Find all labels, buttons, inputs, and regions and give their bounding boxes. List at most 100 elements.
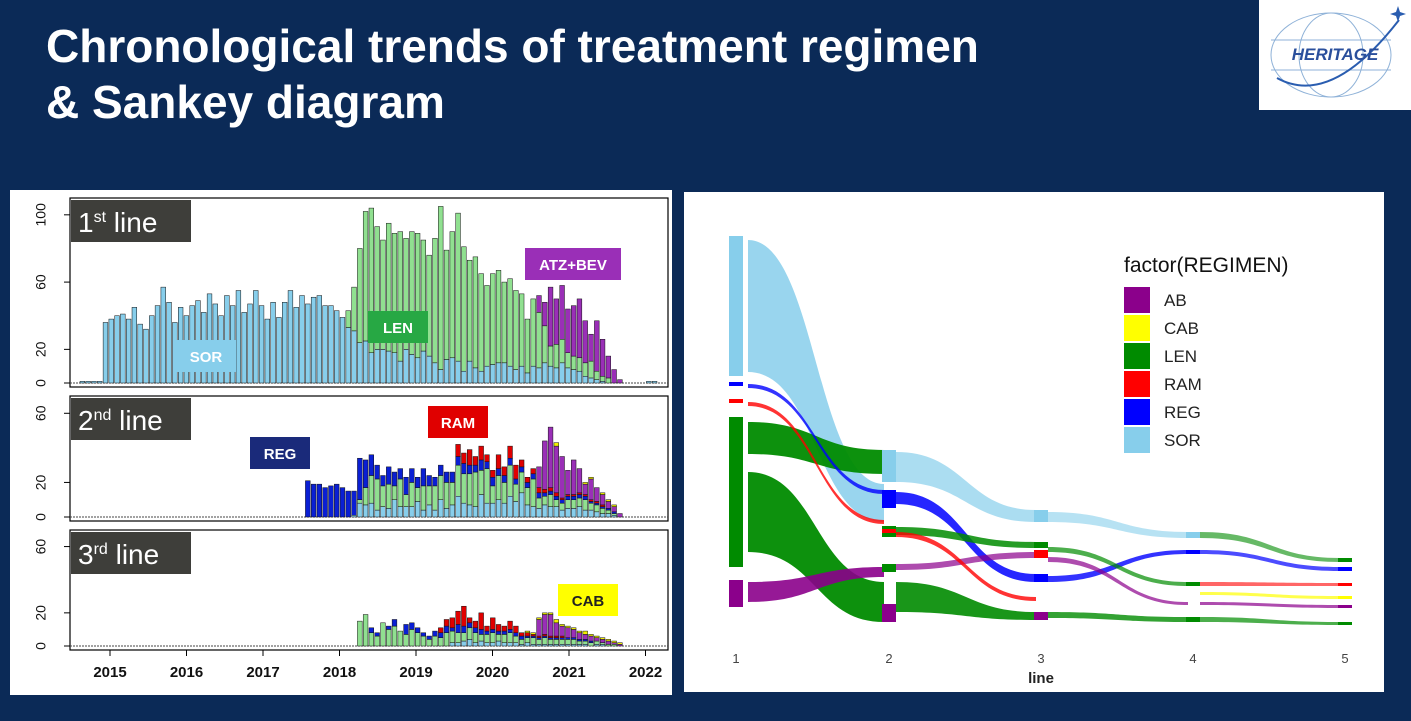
sankey-node-sor [729,236,743,376]
bar-reg [345,490,351,518]
bar-atz-bev [547,426,554,488]
bar-sor [276,317,282,384]
bar-len [357,248,363,343]
bar-reg [403,476,409,495]
bar-len [386,483,392,509]
bar-len [507,464,513,497]
bar-reg [507,629,513,633]
bar-sor [241,312,247,384]
bar-len [386,222,392,352]
sankey-node-reg [729,382,743,386]
bar-sor [287,290,294,384]
bar-len [467,473,473,506]
bar-ram [599,504,606,507]
y-tick-label: 60 [33,539,49,555]
bar-reg [426,475,432,487]
bar-reg [484,461,490,469]
bar-len [571,355,577,370]
sankey-node-ab [1338,605,1352,608]
bar-len [536,312,542,369]
bar-cab [605,499,611,502]
svg-text:SOR: SOR [190,349,223,366]
bar-ram [478,612,484,630]
bar-cab [599,492,606,495]
bar-sor [467,639,473,647]
bar-len [536,497,542,509]
bar-ram [530,468,536,475]
bar-reg [611,511,617,514]
sankey-node-len [1338,558,1352,562]
legend-title: factor(REGIMEN) [1124,254,1289,277]
bar-sor [611,515,617,518]
bar-len [576,640,583,645]
bar-reg [449,627,455,632]
bar-reg [553,496,559,500]
bar-len [513,290,519,370]
bar-sor [120,313,126,384]
bar-reg [547,490,554,495]
bar-len [495,270,502,364]
slide-title-line2: & Sankey diagram [46,76,445,128]
label-cab: CAB [558,584,618,616]
chronological-trends-chart: 0 20 60 100 1st line SOR LEN ATZ+BEV 0 20 60 2nd li… [10,190,672,695]
sankey-svg: 1 2 3 4 5 line factor(REGIMEN) AB CAB LEN RAM REG S… [684,192,1384,692]
bar-atz-bev [611,506,617,513]
bar-ram [490,470,496,478]
sankey-node-sor [1034,510,1048,522]
bar-ram [449,617,455,629]
bar-len [380,239,386,350]
bar-len [484,285,490,367]
bar-ram [455,444,461,457]
bar-reg [472,464,479,473]
panel-title-box: 2nd line [71,398,191,440]
bar-atz-bev [582,320,588,364]
bar-sor [149,315,155,384]
bar-sor [253,290,259,384]
bar-len [409,629,415,647]
sankey-node-ram [729,399,743,403]
sankey-axis: 1 2 3 4 5 line [732,651,1348,687]
bar-len [490,632,496,643]
flow-2-3-len [896,582,1036,620]
bar-reg [605,508,611,511]
flow-4-5-len [1200,532,1340,562]
x-tick-label: 2016 [170,664,203,681]
sankey-x-label: line [1028,670,1054,687]
bar-sor [310,296,317,384]
bar-len [467,259,473,362]
bar-len [594,640,600,645]
bar-sor [519,365,525,384]
bar-sor [524,504,531,518]
flow-4-5-len-b [1200,617,1340,625]
flow-reg [748,384,884,494]
flow-ab-ab [748,567,884,602]
bar-atz-bev [582,483,588,495]
bar-reg [495,630,502,635]
sankey-node-len [729,417,743,567]
panel-1: 0 20 60 100 1st line SOR LEN ATZ+BEV [33,197,669,388]
bar-sor [409,506,415,518]
bar-cab [576,630,583,633]
bar-sor [490,502,496,518]
bar-len [484,468,490,504]
bar-sor [501,502,507,518]
sankey-node-ab [729,580,743,607]
flow-4-5-ab [1200,602,1340,608]
bar-reg [420,632,427,637]
bar-sor [495,640,502,647]
bar-sor [368,352,374,384]
bar-sor [414,357,421,384]
bar-atz-bev [599,494,606,506]
x-tick-label: 2021 [552,664,585,681]
bar-sor [547,365,554,384]
bar-sor [438,499,444,518]
legend-item-len: LEN [1124,343,1197,369]
flow-3-4-len-b [1048,547,1188,586]
bar-atz-bev [565,627,571,638]
sankey-flows [748,240,1340,625]
bar-len [426,485,432,506]
bar-len [409,231,415,355]
bar-sor [536,508,542,518]
bar-len [559,502,565,511]
svg-text:CAB: CAB [1164,319,1199,338]
